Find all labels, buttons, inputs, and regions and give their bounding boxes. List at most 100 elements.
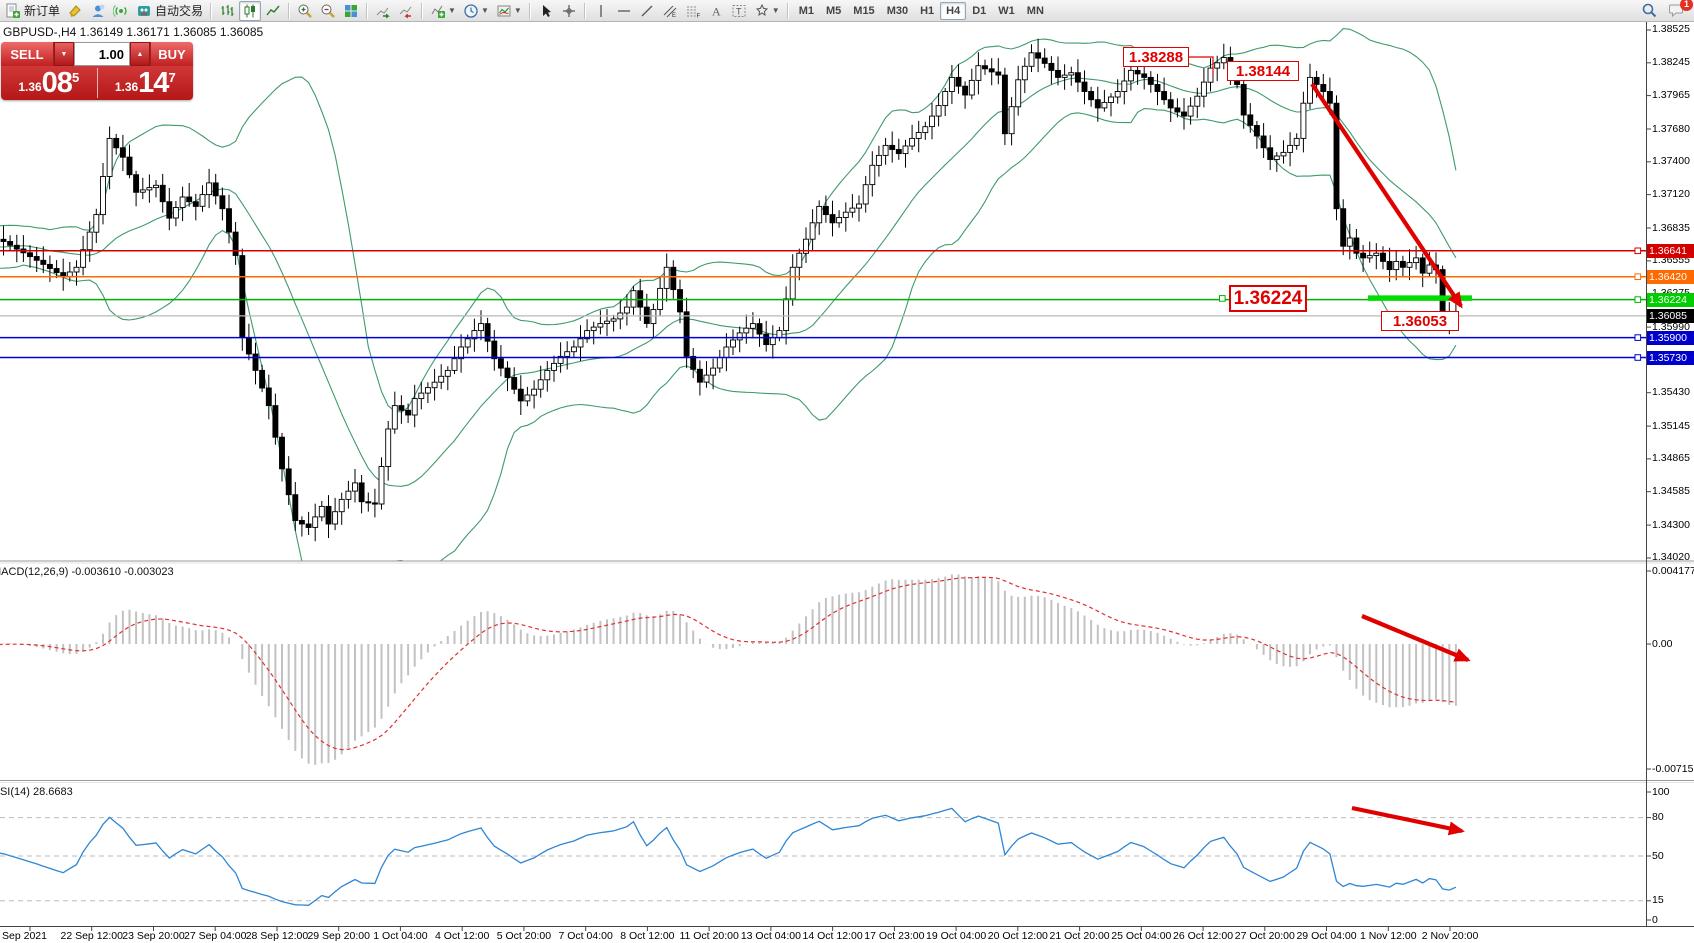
horizontal-line-tool-icon[interactable] bbox=[613, 1, 635, 21]
rsi-axis-label: 0 bbox=[1652, 913, 1658, 926]
notification-badge: 1 bbox=[1680, 0, 1693, 11]
time-axis-label: 27 Oct 20:00 bbox=[1234, 930, 1295, 942]
crosshair-tool-icon[interactable] bbox=[558, 1, 580, 21]
timeframe-h4[interactable]: H4 bbox=[940, 1, 967, 20]
zoom-out-icon[interactable] bbox=[317, 1, 339, 21]
autotrading-label: 自动交易 bbox=[155, 4, 204, 18]
trend-arrow-3[interactable] bbox=[1351, 805, 1465, 836]
trend-arrow-1[interactable] bbox=[1310, 82, 1463, 309]
templates-button[interactable]: ▼ bbox=[493, 1, 525, 21]
indicators-button[interactable]: ▼ bbox=[427, 1, 459, 21]
svg-text:A: A bbox=[712, 4, 721, 18]
search-icon[interactable] bbox=[1638, 1, 1661, 21]
periods-button[interactable]: ▼ bbox=[460, 1, 492, 21]
candlestick-chart-icon[interactable] bbox=[239, 0, 262, 21]
arrows-tool-button[interactable]: ▼ bbox=[751, 1, 783, 21]
price-axis-tick: 1.35430 bbox=[1652, 386, 1690, 399]
price-tag: 1.36420 bbox=[1647, 269, 1694, 284]
timeframe-d1[interactable]: D1 bbox=[972, 4, 987, 17]
time-axis-label: 29 Oct 04:00 bbox=[1296, 930, 1357, 942]
level-handle[interactable] bbox=[1634, 273, 1642, 280]
time-axis-label: 28 Sep 12:00 bbox=[245, 930, 309, 942]
sell-price-base: 1.36 bbox=[18, 80, 42, 94]
price-annotation-box[interactable]: 1.38288 bbox=[1123, 47, 1189, 67]
price-annotation-box[interactable]: 1.38144 bbox=[1227, 61, 1299, 81]
timeframe-w1[interactable]: W1 bbox=[998, 4, 1015, 17]
svg-text:E: E bbox=[672, 13, 676, 19]
zoom-in-icon[interactable] bbox=[294, 1, 316, 21]
timeframe-mn[interactable]: MN bbox=[1026, 4, 1044, 17]
volume-decrease-button[interactable]: ▼ bbox=[54, 42, 74, 66]
highlighter-icon[interactable] bbox=[64, 1, 86, 21]
time-axis-label: 11 Oct 20:00 bbox=[679, 930, 739, 942]
time-axis-label: 4 Oct 12:00 bbox=[435, 930, 490, 942]
price-axis-tick: 1.34585 bbox=[1652, 485, 1690, 498]
timeframe-m5[interactable]: M5 bbox=[826, 4, 842, 17]
trendline-tool-icon[interactable] bbox=[636, 1, 658, 21]
time-axis-label: 20 Oct 12:00 bbox=[987, 930, 1048, 942]
price-annotation-box[interactable]: 1.36224 bbox=[1229, 285, 1307, 312]
line-chart-icon[interactable] bbox=[262, 1, 284, 21]
time-axis-label: 19 Oct 04:00 bbox=[926, 930, 987, 942]
line-handle[interactable] bbox=[1219, 295, 1226, 302]
price-tag: 1.36085 bbox=[1647, 308, 1694, 323]
level-handle[interactable] bbox=[1634, 334, 1642, 341]
sell-price-pip: 5 bbox=[71, 70, 80, 85]
time-axis-label: 1 Oct 04:00 bbox=[373, 930, 428, 942]
periods-dropdown-arrow: ▼ bbox=[480, 6, 489, 15]
time-axis-label: 13 Oct 04:00 bbox=[740, 930, 801, 942]
time-axis-label: 5 Oct 20:00 bbox=[496, 930, 552, 942]
community-icon[interactable] bbox=[87, 1, 109, 21]
price-divider bbox=[96, 68, 98, 98]
trend-arrow-2[interactable] bbox=[1361, 614, 1471, 662]
auto-scroll-icon[interactable] bbox=[372, 1, 394, 21]
new-order-label: 新订单 bbox=[24, 4, 61, 18]
bar-chart-icon[interactable] bbox=[216, 1, 238, 21]
buy-price-pip: 7 bbox=[168, 70, 176, 85]
timeframe-m15[interactable]: M15 bbox=[853, 4, 875, 17]
timeframe-m1[interactable]: M1 bbox=[798, 4, 814, 17]
one-click-trading-widget: SELL ▼ ▲ BUY 1.36 08 5 1.36 14 7 bbox=[1, 42, 193, 100]
volume-input[interactable] bbox=[74, 42, 130, 66]
bollinger-bands bbox=[0, 28, 1457, 561]
volume-increase-button[interactable]: ▲ bbox=[130, 42, 150, 66]
svg-text:F: F bbox=[696, 13, 700, 19]
equidistant-channel-tool-icon[interactable]: E bbox=[659, 1, 681, 21]
buy-price-big: 14 bbox=[138, 67, 169, 99]
text-label-tool-icon[interactable]: T bbox=[728, 1, 750, 21]
buy-button[interactable]: BUY bbox=[150, 42, 193, 66]
autotrading-button[interactable]: 自动交易 bbox=[133, 1, 206, 21]
price-annotation-box[interactable]: 1.36053 bbox=[1381, 311, 1459, 331]
tile-windows-icon[interactable] bbox=[340, 1, 362, 21]
chat-icon[interactable]: 1 bbox=[1665, 0, 1693, 21]
signals-icon[interactable] bbox=[110, 1, 132, 21]
level-handle[interactable] bbox=[1634, 354, 1642, 361]
sell-price[interactable]: 1.36 08 5 bbox=[1, 66, 97, 100]
time-axis-label: 27 Sep 04:00 bbox=[183, 930, 247, 942]
price-axis-tick: 1.38245 bbox=[1652, 56, 1690, 69]
indicators-dropdown-arrow: ▼ bbox=[448, 6, 456, 15]
fibonacci-tool-icon[interactable]: F bbox=[682, 1, 704, 21]
timeframe-m30[interactable]: M30 bbox=[886, 4, 909, 17]
macd-label: MACD(12,26,9) -0.003610 -0.003023 bbox=[0, 566, 174, 578]
arrows-dropdown-arrow: ▼ bbox=[771, 6, 780, 15]
price-tag: 1.35900 bbox=[1647, 330, 1694, 345]
new-order-button[interactable]: 新订单 bbox=[2, 1, 63, 21]
time-axis-label: 2 Nov 20:00 bbox=[1421, 930, 1479, 942]
text-tool-icon[interactable]: A bbox=[705, 1, 727, 21]
price-axis-tick: 1.35145 bbox=[1652, 419, 1690, 432]
timeframe-h1[interactable]: H1 bbox=[920, 4, 935, 17]
level-handle[interactable] bbox=[1634, 296, 1642, 303]
rsi-axis-label: 15 bbox=[1652, 894, 1664, 907]
level-handle[interactable] bbox=[1634, 247, 1642, 255]
buy-price[interactable]: 1.36 14 7 bbox=[98, 66, 194, 100]
price-axis-tick: 1.34865 bbox=[1652, 452, 1690, 465]
price-axis-tick: 1.37120 bbox=[1652, 188, 1690, 201]
vertical-line-tool-icon[interactable] bbox=[590, 1, 612, 21]
cursor-tool-icon[interactable] bbox=[535, 1, 557, 21]
chart-shift-icon[interactable] bbox=[395, 1, 417, 21]
sell-button[interactable]: SELL bbox=[1, 42, 54, 66]
buy-price-base: 1.36 bbox=[114, 80, 139, 94]
rsi-axis-label: 50 bbox=[1652, 849, 1664, 862]
